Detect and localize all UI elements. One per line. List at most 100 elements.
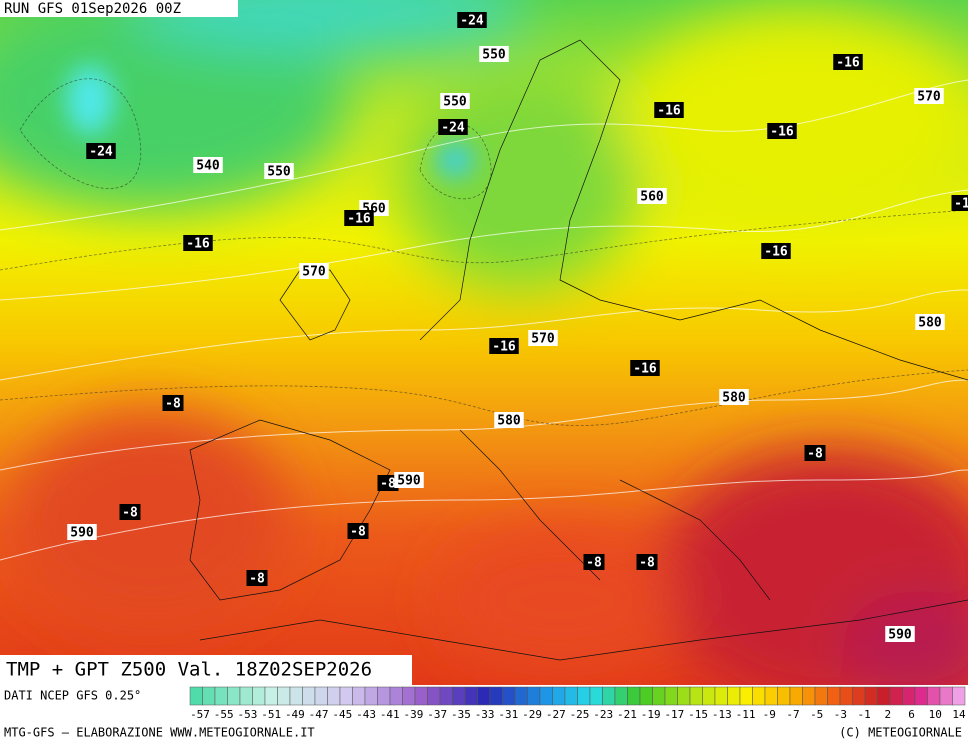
isotherm-label: -8 (249, 572, 265, 587)
isotherm-label: -8 (807, 447, 823, 462)
scale-label: -7 (786, 708, 799, 721)
scale-swatch (653, 687, 666, 705)
scale-swatch (228, 687, 241, 705)
scale-swatch (315, 687, 328, 705)
scale-label: -55 (214, 708, 234, 721)
isohypse-label: 550 (443, 95, 467, 110)
scale-label: -1 (858, 708, 871, 721)
scale-swatch (253, 687, 266, 705)
scale-swatch (765, 687, 778, 705)
isohypse-label: 570 (531, 332, 555, 347)
scale-label: -5 (810, 708, 823, 721)
isohypse-label: 550 (267, 165, 291, 180)
scale-swatch (465, 687, 478, 705)
scale-label: -17 (664, 708, 684, 721)
scale-swatch (703, 687, 716, 705)
scale-label: -37 (427, 708, 447, 721)
scale-label: -27 (546, 708, 566, 721)
isotherm-label: -8 (122, 506, 138, 521)
isohypse-label: 590 (397, 474, 421, 489)
scale-swatch (740, 687, 753, 705)
scale-label: -23 (593, 708, 613, 721)
isotherm-label: -1 (954, 197, 968, 212)
scale-label: -3 (834, 708, 847, 721)
isotherm-label: -8 (586, 556, 602, 571)
scale-swatch (515, 687, 528, 705)
scale-swatch (490, 687, 503, 705)
scale-swatch (428, 687, 441, 705)
scale-label: -35 (451, 708, 471, 721)
footer-left: MTG-GFS — ELABORAZIONE WWW.METEOGIORNALE… (4, 726, 315, 740)
scale-swatch (503, 687, 516, 705)
isotherm-label: -16 (186, 237, 210, 252)
scale-label: -19 (641, 708, 661, 721)
isohypse-label: 580 (918, 316, 942, 331)
scale-swatch (415, 687, 428, 705)
scale-label: -49 (285, 708, 305, 721)
scale-swatch (940, 687, 953, 705)
scale-label: -39 (404, 708, 424, 721)
scale-swatch (528, 687, 541, 705)
scale-swatch (878, 687, 891, 705)
isotherm-label: -16 (836, 56, 860, 71)
isohypse-label: 580 (722, 391, 746, 406)
isohypse-label: 590 (70, 526, 94, 541)
scale-swatch (840, 687, 853, 705)
scale-swatch (578, 687, 591, 705)
scale-label: -53 (238, 708, 258, 721)
isohypse-label: 570 (302, 265, 326, 280)
scale-swatch (628, 687, 641, 705)
scale-swatch (215, 687, 228, 705)
scale-label: -41 (380, 708, 400, 721)
scale-swatch (640, 687, 653, 705)
scale-swatch (815, 687, 828, 705)
isohypse-label: 580 (497, 414, 521, 429)
scale-swatch (665, 687, 678, 705)
isotherm-label: -24 (89, 145, 113, 160)
scale-swatch (203, 687, 216, 705)
scale-swatch (790, 687, 803, 705)
isotherm-label: -8 (350, 525, 366, 540)
scale-swatch (778, 687, 791, 705)
scale-swatch (603, 687, 616, 705)
scale-swatch (903, 687, 916, 705)
scale-swatch (728, 687, 741, 705)
scale-swatch (378, 687, 391, 705)
map-title: TMP + GPT Z500 Val. 18Z02SEP2026 (6, 659, 372, 681)
scale-swatch (453, 687, 466, 705)
scale-swatch (853, 687, 866, 705)
scale-swatch (678, 687, 691, 705)
scale-swatch (753, 687, 766, 705)
scale-label: -29 (522, 708, 542, 721)
scale-swatch (928, 687, 941, 705)
isotherm-label: -8 (165, 397, 181, 412)
scale-swatch (278, 687, 291, 705)
scale-label: -33 (475, 708, 495, 721)
scale-swatch (828, 687, 841, 705)
isotherm-label: -24 (441, 121, 465, 136)
scale-swatch (328, 687, 341, 705)
scale-label: -15 (688, 708, 708, 721)
isohypse-label: 550 (482, 48, 506, 63)
isotherm-label: -16 (657, 104, 681, 119)
scale-swatch (440, 687, 453, 705)
scale-label: 14 (952, 708, 966, 721)
isohypse-label: 570 (917, 90, 941, 105)
isotherm-label: -8 (639, 556, 655, 571)
scale-swatch (953, 687, 966, 705)
scale-swatch (615, 687, 628, 705)
run-label: RUN GFS 01Sep2026 00Z (4, 1, 181, 17)
scale-swatch (403, 687, 416, 705)
footer-right: (C) METEOGIORNALE (839, 726, 962, 740)
scale-label: -13 (712, 708, 732, 721)
scale-swatch (290, 687, 303, 705)
scale-label: -21 (617, 708, 637, 721)
scale-swatch (240, 687, 253, 705)
scale-swatch (353, 687, 366, 705)
isohypse-label: 560 (640, 190, 664, 205)
scale-label: -11 (736, 708, 756, 721)
scale-swatch (690, 687, 703, 705)
scale-label: -43 (356, 708, 376, 721)
isotherm-label: -16 (770, 125, 794, 140)
scale-swatch (190, 687, 203, 705)
